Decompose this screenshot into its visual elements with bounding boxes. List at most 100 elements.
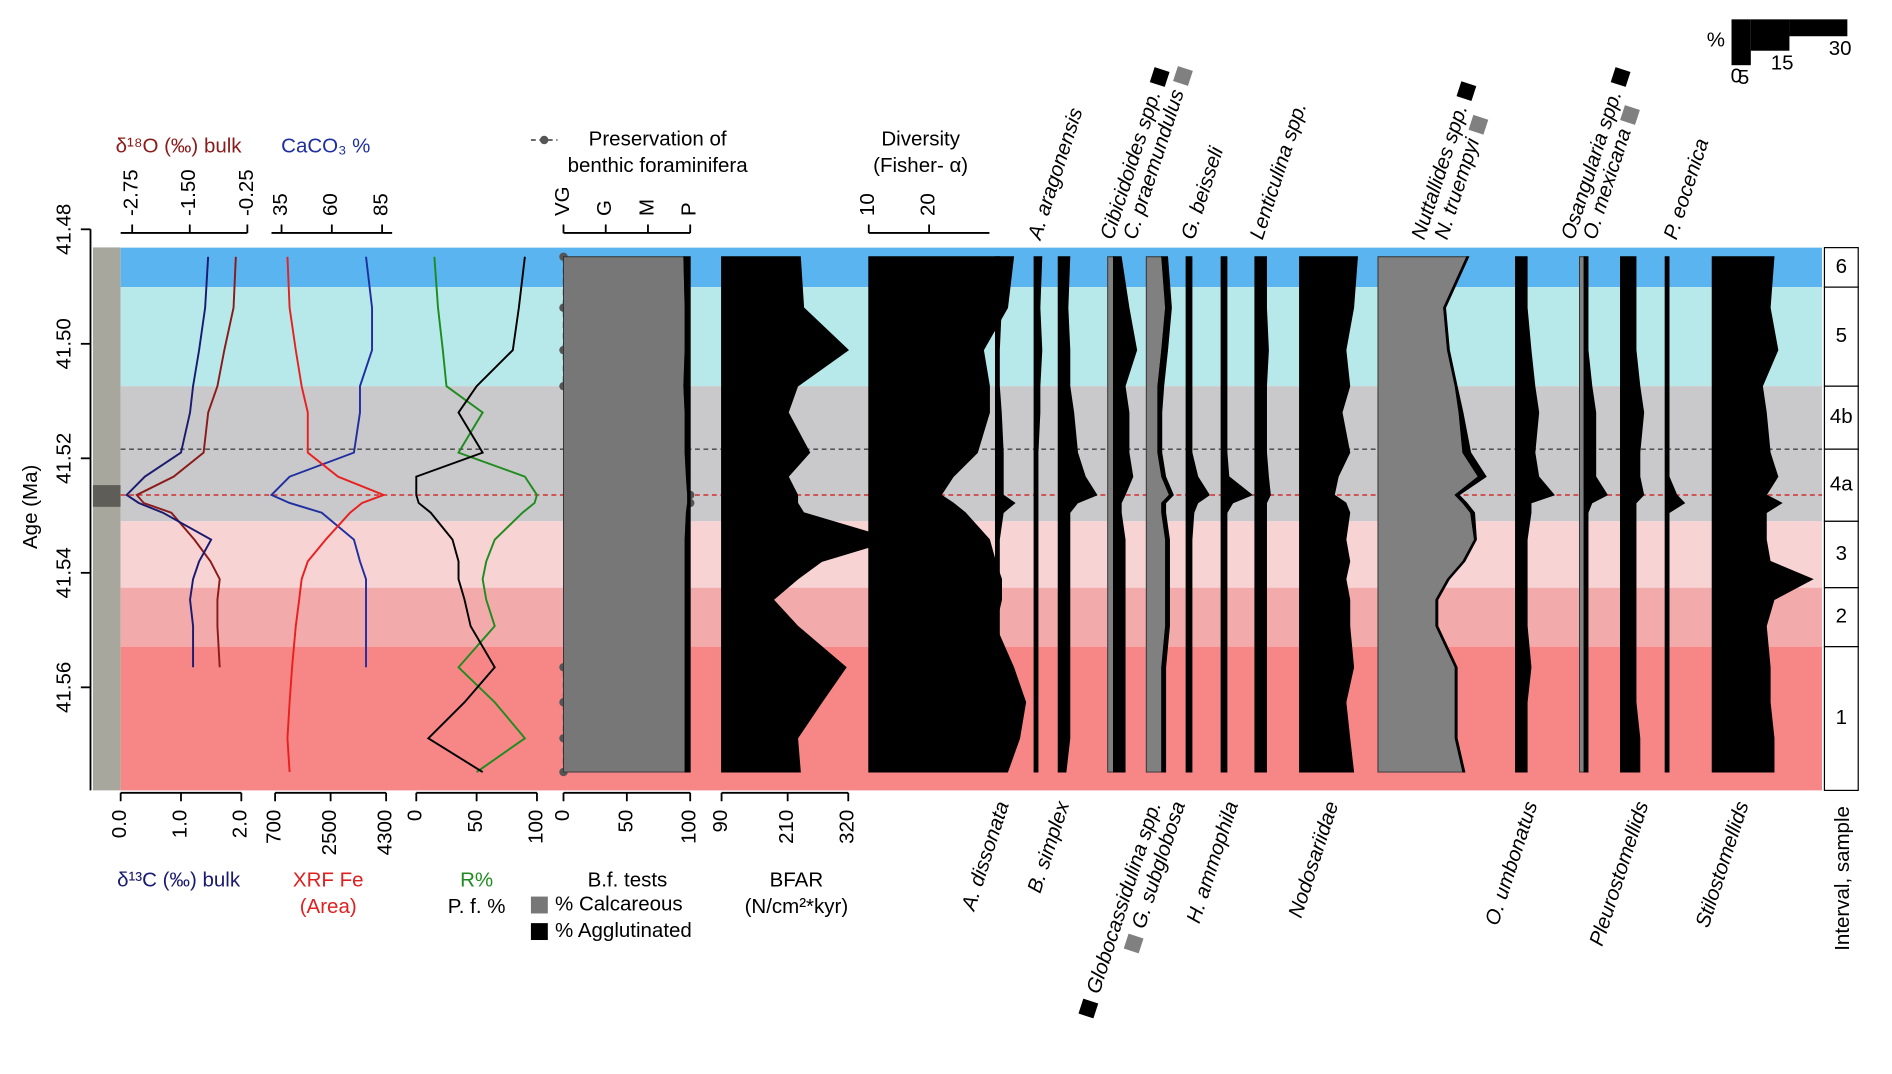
y-tick-label: 41.48: [53, 204, 76, 255]
taxon-area: [1185, 256, 1210, 773]
interval-box: [1823, 646, 1859, 791]
taxon-area: [1107, 256, 1114, 773]
axis-title: B.f. tests: [588, 868, 668, 891]
core-photo: [92, 247, 121, 791]
proxy-line: [269, 256, 374, 668]
scale-tick-label: 0: [1731, 65, 1742, 88]
taxon-label-group: H. ammophila: [1182, 799, 1243, 926]
taxon-area: [994, 256, 1016, 773]
core-dark-band: [92, 485, 121, 507]
taxon-label: B. simplex: [1023, 798, 1074, 896]
scale-tick-label: 30: [1829, 37, 1852, 60]
x-tick-label: 90: [709, 810, 732, 833]
x-tick-label: -2.75: [120, 169, 143, 216]
x-tick-label: 100: [678, 810, 701, 844]
x-tick-label: 210: [775, 810, 798, 844]
taxon-label-group: G. beisseli: [1177, 143, 1229, 243]
axis-title: benthic foraminifera: [568, 154, 749, 177]
taxon-area: [1254, 256, 1271, 773]
taxon-area: [1664, 256, 1686, 773]
taxon-swatch: [1468, 114, 1489, 135]
taxon-area: [1157, 256, 1174, 773]
taxon-label: Lenticulina spp.: [1245, 100, 1311, 243]
taxon-area: [1583, 256, 1608, 773]
interval-label: 4a: [1830, 473, 1853, 496]
axis-title: BFAR: [770, 868, 824, 891]
taxon-label-group: Stilostomellids: [1691, 799, 1753, 931]
taxon-label-group: P. eocenica: [1659, 136, 1713, 242]
age-axis-title: Age (Ma): [19, 465, 42, 549]
taxon-area: [1711, 256, 1814, 773]
taxon-area: [1435, 256, 1487, 773]
interval-box: [1823, 247, 1859, 288]
interval-label: 6: [1836, 255, 1847, 278]
taxon-label: H. ammophila: [1182, 799, 1243, 926]
x-tick-label: 10: [856, 193, 879, 216]
taxon-area: [1578, 256, 1585, 773]
taxon-label: A. dissonata: [956, 799, 1013, 915]
axis-title: (N/cm²*kyr): [745, 895, 849, 918]
x-tick-label: P: [678, 202, 701, 216]
legend-label: % Agglutinated: [555, 919, 692, 942]
interval-label: 5: [1836, 324, 1847, 347]
taxon-label: Stilostomellids: [1691, 799, 1753, 931]
x-tick-label: 50: [614, 810, 637, 833]
x-tick-label: 35: [269, 193, 292, 216]
taxon-swatch: [1173, 66, 1193, 86]
x-tick-label: 0: [551, 810, 574, 821]
axis-title: P. f. %: [448, 895, 506, 918]
taxon-swatch: [1610, 67, 1631, 87]
x-tick-label: 50: [464, 810, 487, 833]
interval-axis-title: Interval, sample: [1831, 806, 1854, 951]
area: [563, 256, 689, 773]
axis-title: (Area): [300, 895, 357, 918]
taxon-label-group: B. simplex: [1023, 798, 1074, 896]
y-tick-label: 41.54: [53, 547, 76, 598]
proxy-line: [415, 256, 526, 773]
scale-tick-label: 15: [1771, 51, 1794, 74]
x-tick-label: 0.0: [108, 810, 131, 839]
taxon-label-group: Pleurostomellids: [1585, 799, 1653, 949]
taxon-swatch: [1123, 933, 1144, 954]
legend-swatch: [530, 923, 548, 941]
axis-title: δ¹⁸O (‰) bulk: [116, 135, 243, 158]
y-tick-label: 41.52: [53, 433, 76, 484]
taxon-area: [1033, 256, 1043, 773]
area: [721, 256, 896, 773]
taxon-swatch: [1078, 998, 1099, 1019]
taxon-label-group: Lenticulina spp.: [1245, 100, 1311, 243]
x-tick-label: -0.25: [235, 169, 258, 216]
proxy-line: [286, 256, 387, 773]
area: [683, 256, 691, 773]
interval-label: 3: [1836, 542, 1847, 565]
scale-step: [1789, 19, 1848, 37]
area: [868, 256, 1027, 773]
legend-label: % Calcareous: [555, 892, 683, 915]
axis-title: δ¹³C (‰) bulk: [117, 868, 241, 891]
x-tick-label: 1.0: [168, 810, 191, 839]
x-tick-label: G: [593, 200, 616, 216]
taxon-area: [1515, 256, 1555, 773]
taxon-swatch: [1456, 81, 1477, 102]
axis-title: XRF Fe: [293, 868, 364, 891]
taxon-swatch: [1149, 67, 1170, 87]
proxy-line: [135, 256, 237, 668]
taxon-label: P. eocenica: [1659, 136, 1713, 242]
x-tick-label: M: [635, 199, 658, 216]
taxon-label-group: O. umbonatus: [1481, 799, 1543, 929]
y-tick-label: 41.56: [53, 662, 76, 713]
taxon-swatch: [1620, 105, 1640, 125]
x-tick-label: 0: [404, 810, 427, 821]
interval-label: 4b: [1830, 405, 1853, 428]
taxon-label: A. aragonensis: [1023, 105, 1088, 244]
x-tick-label: 2.0: [229, 810, 252, 839]
axis-title: (Fisher- α): [873, 154, 968, 177]
taxon-area: [1620, 256, 1645, 773]
taxon-label: Pleurostomellids: [1585, 799, 1653, 949]
axis-title: R%: [460, 868, 493, 891]
scale-label: %: [1707, 28, 1725, 51]
legend-dot: [539, 135, 549, 145]
x-tick-label: 2500: [318, 810, 341, 856]
